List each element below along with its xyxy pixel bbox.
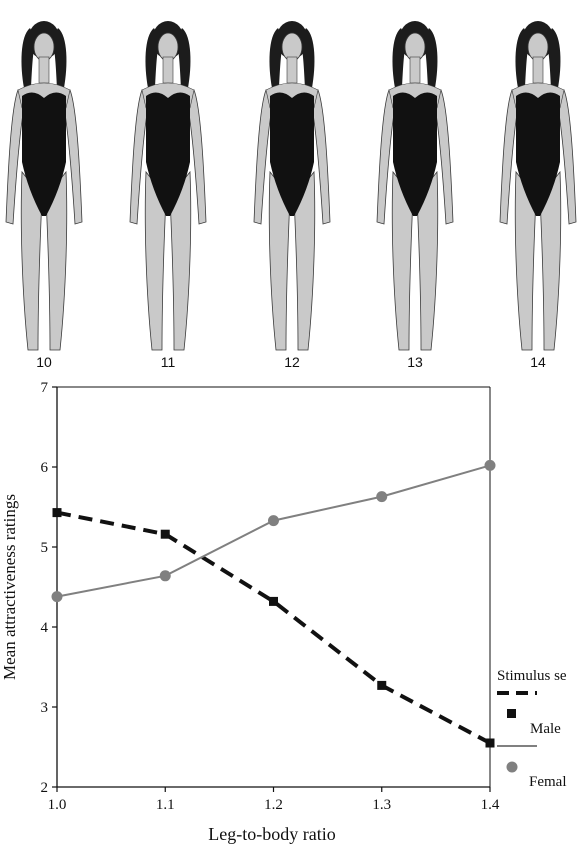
y-tick-label: 5 [41, 540, 49, 556]
legend-title: Stimulus se [497, 668, 567, 684]
data-point-femal [268, 515, 279, 527]
data-point-male [485, 738, 495, 748]
legend-female-label: Femal [529, 774, 567, 790]
y-tick-label: 2 [41, 780, 49, 796]
x-tick-label: 1.2 [264, 797, 283, 813]
figure-label: 11 [161, 354, 176, 370]
y-tick-label: 4 [41, 620, 49, 636]
legend-female-marker [506, 761, 518, 773]
series-layer [51, 459, 496, 748]
data-point-male [269, 596, 278, 606]
x-axis-label: Leg-to-body ratio [208, 824, 335, 844]
x-tick-label: 1.1 [156, 797, 175, 813]
data-point-male [377, 680, 387, 690]
y-tick-label: 7 [41, 380, 49, 396]
series-line-male [56, 510, 491, 745]
figure-strip: 10 11 12 13 14 [5, 20, 577, 370]
data-point-femal [484, 459, 496, 471]
female-figure-14 [499, 20, 577, 351]
x-tick-label: 1.3 [372, 797, 391, 813]
figure-label: 14 [530, 354, 546, 370]
x-tick-label: 1.0 [48, 797, 67, 813]
data-point-male [52, 508, 62, 518]
female-figure-13 [376, 20, 454, 351]
x-tick-label: 1.4 [481, 797, 500, 813]
y-axis-label: Mean attractiveness ratings [0, 494, 19, 680]
female-figure-12 [253, 20, 331, 351]
data-point-femal [376, 491, 388, 503]
x-axis-ticks: 1.0 1.1 1.2 1.3 1.4 [48, 787, 500, 813]
data-point-femal [51, 591, 63, 603]
y-tick-label: 6 [41, 460, 49, 476]
legend-male-marker [507, 709, 516, 718]
data-point-male [160, 529, 170, 539]
figure-label: 13 [407, 354, 423, 370]
legend-male-label: Male [530, 721, 561, 737]
plot-area [56, 386, 491, 788]
figure-label: 10 [36, 354, 52, 370]
figure-label: 12 [284, 354, 300, 370]
series-line-femal [56, 464, 491, 598]
legend: Stimulus se Male Femal [497, 668, 567, 790]
female-figure-10 [5, 20, 83, 351]
y-axis-ticks: 2 3 4 5 6 7 [41, 380, 57, 796]
y-tick-label: 3 [41, 700, 49, 716]
female-figure-11 [129, 20, 207, 351]
data-point-femal [159, 570, 171, 582]
